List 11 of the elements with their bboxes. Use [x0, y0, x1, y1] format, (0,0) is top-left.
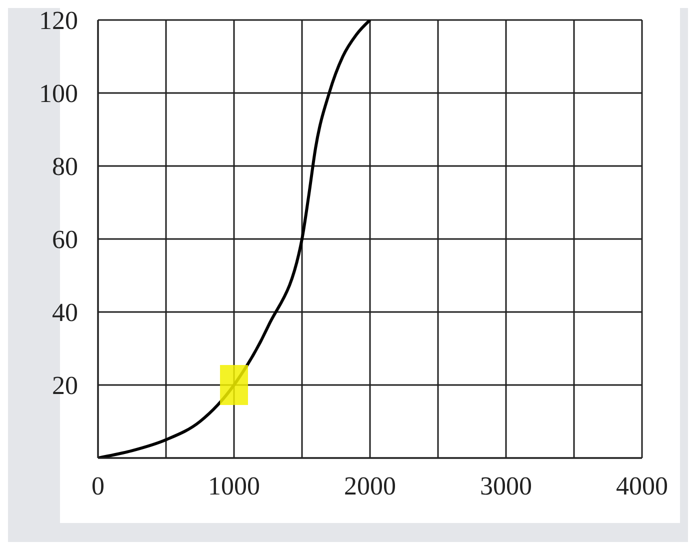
y-tick-label: 120 — [39, 6, 78, 36]
y-tick-label: 100 — [39, 79, 78, 108]
x-tick-label: 2000 — [344, 471, 396, 500]
y-tick-label: 60 — [52, 225, 78, 254]
y-tick-label: 20 — [52, 371, 78, 400]
x-tick-label: 1000 — [208, 471, 260, 500]
x-tick-label: 3000 — [480, 471, 532, 500]
x-tick-label: 4000 — [616, 471, 668, 500]
y-tick-label: 80 — [52, 152, 78, 182]
y-tick-label: 40 — [52, 298, 78, 328]
x-tick-label: 0 — [92, 471, 104, 500]
